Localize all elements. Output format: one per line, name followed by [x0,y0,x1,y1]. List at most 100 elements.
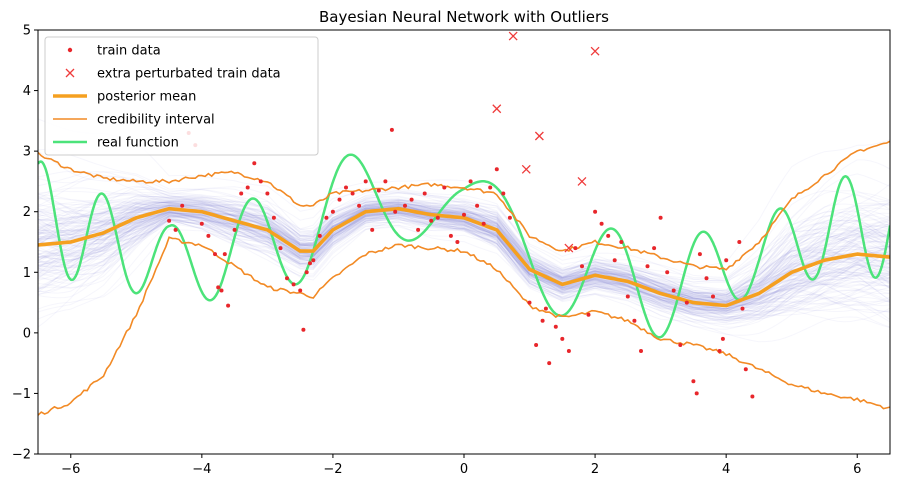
posterior-sample-line [38,209,890,310]
posterior-sample-line [38,148,890,278]
train-data-point [481,221,486,226]
plot-area [38,31,890,416]
credibility-lower-line [38,236,890,416]
posterior-sample-line [38,187,890,291]
train-data-point [245,185,250,190]
train-data-point [344,185,348,190]
posterior-sample-line [38,216,890,330]
train-data-point [507,215,512,220]
outlier-point [534,131,544,141]
train-data-point [573,246,578,251]
real-function-line [38,153,890,339]
train-data-point [717,349,722,353]
posterior-sample-line [38,216,890,319]
train-data-point [403,203,407,208]
posterior-sample-line [38,118,890,268]
train-data-point [475,203,480,208]
train-data-point [301,327,306,332]
posterior-sample-line [38,202,890,305]
legend-item: train data [67,44,161,59]
posterior-sample-line [38,205,890,306]
train-data-point [304,270,309,275]
train-data-point [724,258,729,263]
train-data-point [429,218,434,223]
train-data-point [219,288,224,293]
train-data-point [308,261,312,266]
posterior-sample-line [38,224,890,343]
train-data-point [697,252,702,257]
train-data-point [213,252,217,257]
train-data-point [694,391,699,396]
posterior-sample-line [38,213,890,318]
train-data-point [540,318,545,323]
legend-item: extra perturbated train data [65,67,281,82]
train-data-point [317,233,322,238]
train-data-point [527,300,532,305]
outlier-point [590,46,600,56]
x-tick-label: 0 [460,462,468,477]
posterior-sample-line [38,210,890,309]
posterior-sample-line [38,213,890,323]
train-data-point [580,264,584,269]
train-data-point [743,367,748,372]
train-data-point [501,191,506,196]
posterior-sample-line [38,211,890,311]
posterior-sample-line [38,212,890,312]
posterior-sample-line [38,198,890,303]
posterior-sample-line [38,212,890,314]
posterior-sample-line [38,213,890,318]
legend-item: credibility interval [53,113,215,128]
train-data-point [606,233,611,238]
y-tick-label: −1 [12,387,31,402]
train-data-point [298,288,303,293]
train-data-point [363,179,368,184]
y-tick-label: −2 [12,448,31,463]
posterior-sample-line [38,176,890,283]
posterior-sample-line [38,214,890,324]
posterior-sample-line [38,199,890,300]
train-data-point [599,221,604,226]
posterior-sample-line [38,212,890,321]
x-tick-label: 2 [591,462,599,477]
posterior-sample-line [38,214,890,315]
outlier-point [492,104,502,114]
train-data-point [737,240,742,244]
posterior-sample-line [38,188,890,294]
legend-label: credibility interval [97,113,215,128]
posterior-mean-line [38,206,890,308]
train-data-point [612,258,617,263]
posterior-sample-line [38,197,890,296]
posterior-sample-line [38,150,890,282]
train-data-point [593,209,598,214]
posterior-sample-line [38,212,890,312]
posterior-sample-line [38,212,890,316]
train-data-point [652,246,657,251]
posterior-sample-line [38,159,890,283]
train-data-point [271,215,276,220]
train-data-point [442,185,447,190]
posterior-sample-line [38,173,890,292]
train-data-point [285,276,289,281]
x-axis: −6 −4 −2 0 2 4 6 [61,454,861,477]
train-data-point [222,252,227,257]
posterior-sample-line [38,213,890,320]
train-data-point [704,276,709,281]
posterior-sample-line [38,206,890,308]
posterior-sample-line [38,206,890,306]
train-data-point [383,179,388,184]
train-data-point [416,227,421,232]
y-tick-label: 3 [23,145,31,160]
posterior-sample-line [38,211,890,312]
posterior-sample-line [38,170,890,280]
posterior-sample-line [38,201,890,299]
train-data-point [632,318,637,323]
posterior-sample-line [38,209,890,312]
posterior-sample-line [38,213,890,318]
posterior-sample-line [38,200,890,297]
train-data-point [226,303,231,308]
train-data-point [330,209,335,214]
posterior-sample-line [38,212,890,313]
train-data-point [389,127,394,132]
train-data-point [691,379,696,384]
posterior-sample-line [38,195,890,303]
